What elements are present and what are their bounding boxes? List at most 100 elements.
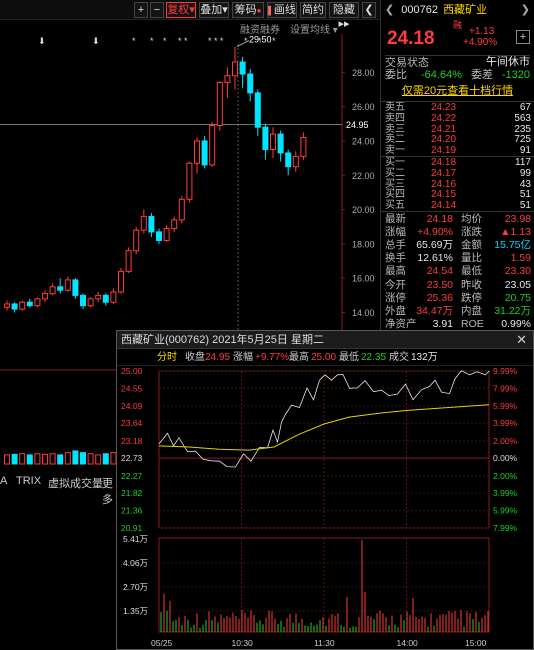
event-marker: *: [272, 36, 276, 46]
candle: [285, 149, 292, 176]
margin-trading-link[interactable]: 融资融券: [240, 25, 280, 36]
stat-label: 昨收: [461, 278, 482, 291]
stat-label: 今开: [385, 278, 406, 291]
intraday-volume-label: 2.70万: [123, 582, 148, 592]
candle: [64, 276, 71, 292]
candle: [254, 89, 261, 136]
candle: [42, 290, 48, 303]
tab-a[interactable]: A: [0, 475, 8, 487]
popup-title: 西藏矿业(000762) 2021年5月25日 星期二: [121, 334, 324, 346]
stock-code: 000762: [401, 4, 438, 16]
stat-row: 总手 65.69万 金额 15.75亿: [385, 239, 531, 252]
candle: [34, 297, 41, 308]
ask-row[interactable]: 卖二 24.20 725: [385, 134, 531, 145]
bid-price: 24.18: [431, 157, 457, 168]
intraday-pct-label: 5.99%: [493, 401, 518, 411]
ma-setting-label: 设置均线: [290, 25, 330, 36]
stat-row: 最高 24.54 最低 23.30: [385, 265, 531, 278]
tab-more[interactable]: 更多: [102, 478, 113, 506]
level10-link[interactable]: 仅需20元查看十档行情: [385, 85, 530, 98]
bid-label: 买二: [385, 167, 405, 179]
status-value: 午间休市: [486, 56, 530, 68]
tab-trix[interactable]: TRIX: [16, 475, 42, 487]
adjust-button[interactable]: 复权▾: [166, 2, 196, 18]
nav-next-icon[interactable]: ❯: [520, 4, 530, 16]
intraday-volume-label: 4.06万: [123, 558, 148, 568]
overlay-button[interactable]: 叠加▾: [199, 2, 229, 18]
trade-status-row: 交易状态 午间休市: [385, 55, 530, 69]
high-value: 25.00: [311, 352, 337, 363]
bid-book: 买一 24.18 117 买二 24.17 99 买三 24.16 43 买四 24.15 51 买五 2…: [381, 156, 534, 211]
price-axis-label: 22.00: [352, 171, 375, 181]
candle: [80, 293, 86, 310]
close-icon[interactable]: ✕: [516, 332, 527, 347]
volume-bar: [49, 453, 56, 465]
mode-tab[interactable]: 分时: [157, 352, 177, 363]
intraday-time-label: 15:00: [465, 638, 487, 648]
hide-button[interactable]: 隐藏▸▸: [329, 2, 359, 30]
close-value: 24.95: [205, 352, 231, 363]
nav-prev-icon[interactable]: ❮: [385, 4, 395, 16]
event-marker: *: [208, 36, 212, 46]
intraday-pct-label: 9.99%: [493, 366, 518, 376]
intraday-chart[interactable]: 25.00 9.99% 24.55 7.99% 24.09 5.99% 23.64 3.99%…: [117, 366, 533, 649]
ask-row[interactable]: 卖三 24.21 235: [385, 124, 531, 135]
intraday-price-label: 21.82: [121, 488, 143, 498]
stat-row: 今开 23.50 昨收 23.05: [385, 279, 531, 292]
ask-label: 卖三: [385, 123, 405, 135]
stat-row: 涨停 25.36 跌停 20.75: [385, 292, 531, 305]
add-watchlist-button[interactable]: +: [516, 30, 530, 44]
bid-label: 买五: [385, 200, 405, 212]
price-axis-label: 28.00: [352, 68, 375, 78]
volume-bar: [80, 452, 86, 465]
ask-row[interactable]: 卖四 24.22 563: [385, 113, 531, 124]
stat-label: 量比: [461, 252, 482, 265]
stat-label: 涨停: [385, 291, 406, 304]
intraday-price-label: 24.09: [121, 401, 143, 411]
ma-setting-link[interactable]: 设置均线 ▾: [290, 25, 338, 36]
high-label: 最高: [289, 352, 309, 363]
bid-row[interactable]: 买五 24.14 51: [385, 200, 531, 211]
chips-button[interactable]: 筹码●: [232, 2, 264, 18]
candle: [110, 288, 117, 304]
ask-price: 24.21: [431, 123, 457, 135]
candle: [118, 267, 124, 294]
vol-value: 132万: [411, 352, 438, 363]
candle: [49, 283, 56, 296]
bid-row[interactable]: 买一 24.18 117: [385, 157, 531, 168]
stat-value: 20.75: [504, 291, 531, 304]
stat-value: +4.90%: [417, 226, 453, 239]
ask-volume: 67: [519, 102, 531, 113]
price-change: +1.13: [469, 26, 495, 37]
margin-tag-row: 融: [385, 19, 530, 30]
ask-row[interactable]: 卖五 24.23 67: [385, 102, 531, 113]
candle: [277, 130, 284, 162]
intraday-pct-label: 0.00%: [493, 453, 518, 463]
collapse-icon[interactable]: ❮: [362, 2, 376, 18]
intraday-volume-label: 1.35万: [123, 606, 148, 616]
stat-label: 换手: [385, 252, 406, 265]
stat-value: 23.05: [504, 278, 531, 291]
bid-row[interactable]: 买二 24.17 99: [385, 168, 531, 179]
status-label: 交易状态: [385, 57, 429, 69]
event-marker: *: [163, 36, 167, 46]
stat-row: 净资产 3.91 ROE 0.99%: [385, 318, 531, 331]
intraday-price-label: 22.73: [121, 453, 143, 463]
candle: [133, 226, 140, 255]
candle: [262, 123, 269, 160]
zoom-out-button[interactable]: −: [150, 2, 164, 18]
price-axis-label: 20.00: [352, 205, 375, 215]
draw-line-button[interactable]: ▌画线: [267, 2, 297, 18]
tab-virtual-volume[interactable]: 虚拟成交量: [48, 478, 103, 490]
zoom-in-button[interactable]: +: [134, 2, 148, 18]
ask-row[interactable]: 卖一 24.19 91: [385, 145, 531, 156]
simple-button[interactable]: 简约: [300, 2, 326, 18]
intraday-price-label: 23.64: [121, 418, 143, 428]
bid-row[interactable]: 买三 24.16 43: [385, 179, 531, 190]
ask-price: 24.23: [431, 102, 457, 113]
price-row: 24.18 +1.13 +4.90% +: [385, 26, 530, 50]
bid-price: 24.17: [431, 167, 457, 179]
indicator-tabs: A TRIX 虚拟成交量 更多: [0, 475, 118, 506]
intraday-volume: [160, 540, 489, 632]
bid-row[interactable]: 买四 24.15 51: [385, 189, 531, 200]
